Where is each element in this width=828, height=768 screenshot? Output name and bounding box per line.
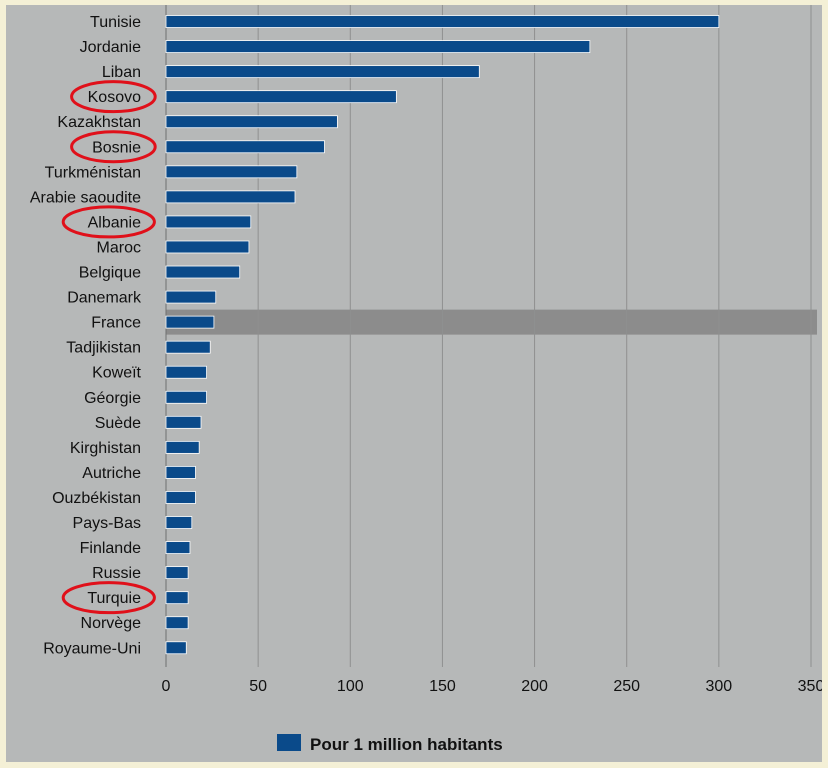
category-label: Maroc (97, 239, 141, 256)
category-label: Russie (92, 565, 141, 582)
bar (165, 591, 189, 605)
bar (165, 466, 196, 479)
bar (165, 40, 591, 53)
legend-label: Pour 1 million habitants (310, 735, 503, 754)
category-label: Autriche (82, 465, 141, 482)
bar (165, 516, 193, 529)
category-label: Jordanie (80, 39, 141, 56)
bar (165, 440, 200, 454)
bar (165, 566, 189, 580)
category-label: Liban (102, 64, 141, 81)
bar (165, 315, 215, 329)
bar (165, 415, 202, 429)
category-label: Kazakhstan (57, 114, 141, 131)
category-label: Belgique (79, 265, 141, 282)
category-label: Suède (95, 415, 141, 432)
category-label: Royaume-Uni (43, 640, 141, 657)
x-tick-label: 250 (613, 678, 640, 695)
bar (165, 215, 252, 229)
category-label: Kosovo (88, 89, 141, 106)
bar (165, 365, 207, 379)
category-label: Turkménistan (45, 164, 141, 181)
legend-swatch (277, 734, 301, 751)
bar (165, 265, 241, 279)
highlight-circle (70, 80, 157, 114)
x-tick-label: 100 (337, 678, 364, 695)
x-tick-label: 300 (706, 678, 733, 695)
x-tick-label: 150 (429, 678, 456, 695)
category-label: Norvège (81, 615, 142, 632)
category-label: Koweït (92, 365, 141, 382)
x-tick-label: 350 (798, 678, 822, 695)
bar (165, 616, 189, 630)
category-label: Arabie saoudite (30, 189, 141, 206)
bar (165, 190, 296, 204)
bar (165, 140, 325, 154)
category-label: Turquie (87, 590, 141, 607)
category-label: Pays-Bas (73, 515, 141, 532)
category-label: Tunisie (90, 14, 141, 31)
category-label: Ouzbékistan (52, 490, 141, 507)
bar (165, 641, 187, 655)
bar (165, 115, 338, 129)
highlight-circle (61, 581, 156, 615)
highlight-circle (70, 130, 157, 164)
bar (165, 340, 211, 354)
highlight-band (166, 309, 817, 335)
legend: Pour 1 million habitants (277, 734, 503, 754)
category-label: Tadjikistan (66, 340, 141, 357)
category-label: Finlande (80, 540, 141, 557)
bar (165, 290, 217, 304)
bar (165, 65, 480, 79)
chart-frame: Tunisie Jordanie Liban Kosovo Kazakhstan Bosn… (6, 5, 822, 762)
bar (165, 90, 397, 104)
category-label: Bosnie (92, 139, 141, 156)
bar (165, 541, 191, 554)
highlight-circle (61, 205, 156, 239)
bar (165, 491, 196, 504)
bar (165, 15, 720, 28)
category-label: Danemark (67, 290, 142, 307)
bar (165, 240, 250, 254)
bar (165, 165, 298, 179)
category-label: Kirghistan (70, 440, 141, 457)
bar (165, 390, 207, 404)
category-label: Géorgie (84, 390, 141, 407)
category-label: Albanie (88, 214, 141, 231)
bar-chart: Tunisie Jordanie Liban Kosovo Kazakhstan Bosn… (30, 5, 822, 754)
category-label: France (91, 315, 141, 332)
x-tick-label: 200 (521, 678, 548, 695)
x-tick-label: 0 (162, 678, 171, 695)
x-tick-label: 50 (249, 678, 267, 695)
